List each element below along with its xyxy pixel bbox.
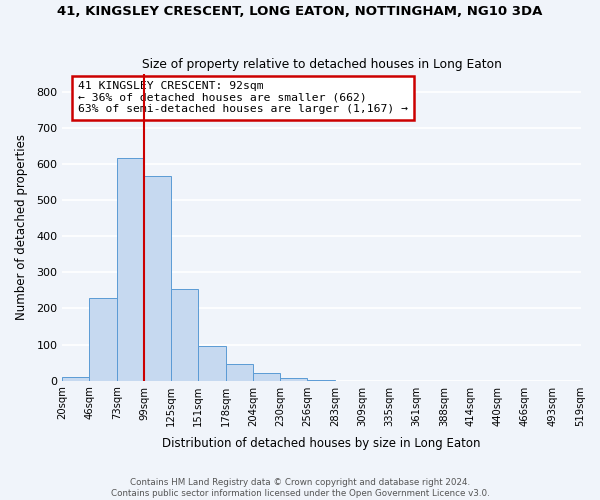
Text: 41, KINGSLEY CRESCENT, LONG EATON, NOTTINGHAM, NG10 3DA: 41, KINGSLEY CRESCENT, LONG EATON, NOTTI… — [58, 5, 542, 18]
Bar — [144, 176, 171, 380]
Bar — [280, 378, 307, 380]
Bar — [253, 372, 280, 380]
Bar — [89, 298, 117, 380]
Bar — [171, 289, 198, 380]
Bar — [226, 364, 253, 380]
Y-axis label: Number of detached properties: Number of detached properties — [15, 134, 28, 320]
Text: 41 KINGSLEY CRESCENT: 92sqm
← 36% of detached houses are smaller (662)
63% of se: 41 KINGSLEY CRESCENT: 92sqm ← 36% of det… — [78, 81, 408, 114]
Bar — [62, 377, 89, 380]
Bar — [117, 158, 144, 380]
Title: Size of property relative to detached houses in Long Eaton: Size of property relative to detached ho… — [142, 58, 502, 71]
Text: Contains HM Land Registry data © Crown copyright and database right 2024.
Contai: Contains HM Land Registry data © Crown c… — [110, 478, 490, 498]
X-axis label: Distribution of detached houses by size in Long Eaton: Distribution of detached houses by size … — [163, 437, 481, 450]
Bar — [198, 346, 226, 380]
